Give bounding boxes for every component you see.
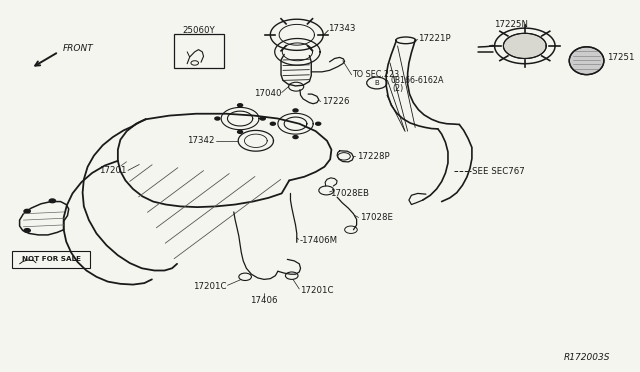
Circle shape bbox=[237, 104, 243, 107]
Text: 17028E: 17028E bbox=[360, 213, 393, 222]
Text: 17201C: 17201C bbox=[300, 286, 333, 295]
Text: B: B bbox=[374, 80, 379, 86]
Text: 17406: 17406 bbox=[250, 296, 278, 305]
Text: -17406M: -17406M bbox=[300, 236, 337, 246]
Circle shape bbox=[215, 117, 220, 120]
Text: 17040: 17040 bbox=[253, 89, 281, 98]
Circle shape bbox=[293, 136, 298, 138]
Circle shape bbox=[504, 33, 546, 58]
Circle shape bbox=[237, 131, 243, 134]
Circle shape bbox=[270, 122, 275, 125]
Text: 17201C: 17201C bbox=[193, 282, 226, 291]
Text: (2): (2) bbox=[392, 84, 403, 93]
Text: 08166-6162A: 08166-6162A bbox=[390, 76, 444, 84]
Circle shape bbox=[293, 109, 298, 112]
Text: 17225N: 17225N bbox=[494, 20, 528, 29]
Circle shape bbox=[49, 199, 56, 203]
Text: R172003S: R172003S bbox=[564, 353, 611, 362]
Text: 17226: 17226 bbox=[322, 97, 349, 106]
Circle shape bbox=[260, 117, 265, 120]
Text: 17228P: 17228P bbox=[356, 152, 389, 161]
Text: SEE SEC767: SEE SEC767 bbox=[472, 167, 525, 176]
Circle shape bbox=[316, 122, 321, 125]
Text: 17221P: 17221P bbox=[418, 34, 451, 43]
Circle shape bbox=[24, 209, 30, 213]
Text: 17201: 17201 bbox=[99, 166, 127, 175]
Text: 17342: 17342 bbox=[188, 136, 215, 145]
Text: 25060Y: 25060Y bbox=[183, 26, 216, 35]
Bar bbox=[174, 34, 225, 68]
Ellipse shape bbox=[569, 47, 604, 75]
FancyBboxPatch shape bbox=[12, 251, 90, 267]
Circle shape bbox=[24, 229, 30, 232]
Text: FRONT: FRONT bbox=[63, 44, 93, 52]
Text: TO SEC.223: TO SEC.223 bbox=[352, 70, 399, 79]
Text: 17028EB: 17028EB bbox=[330, 189, 369, 198]
Text: 17343: 17343 bbox=[328, 24, 356, 33]
Text: NOT FOR SALE: NOT FOR SALE bbox=[22, 256, 81, 262]
Text: 17251: 17251 bbox=[607, 53, 634, 62]
